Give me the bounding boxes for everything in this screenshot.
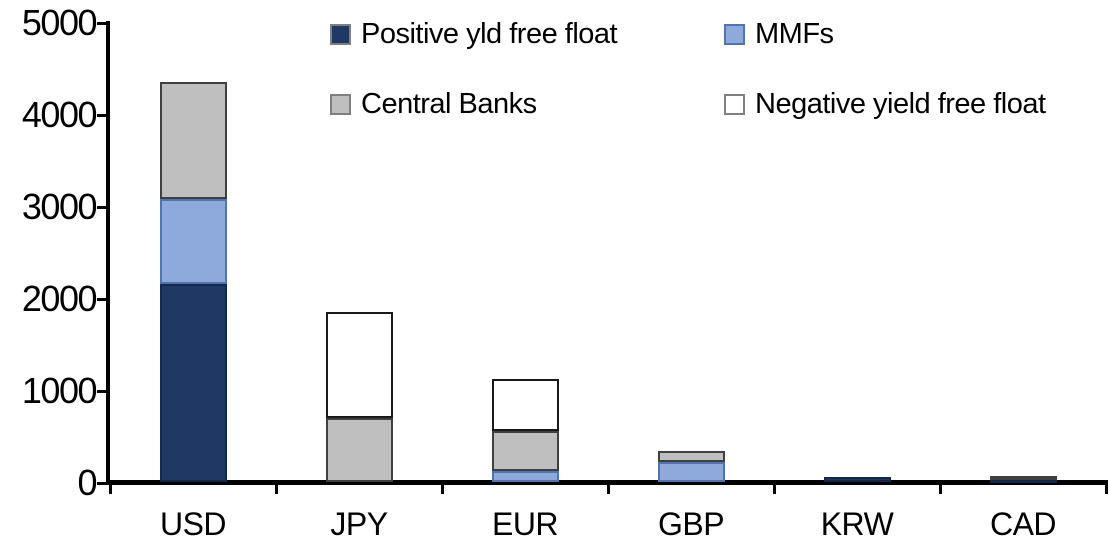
bar-segment — [325, 311, 393, 418]
y-tick-label: 4000 — [21, 94, 98, 135]
x-tick — [440, 480, 444, 494]
y-tick — [97, 205, 110, 209]
bar-segment — [159, 198, 227, 285]
legend-swatch-icon — [724, 23, 745, 45]
x-tick — [274, 480, 278, 494]
x-tick — [1104, 480, 1108, 494]
legend-label: Negative yield free float — [755, 87, 1046, 120]
y-tick-label: 1000 — [21, 370, 98, 411]
bar-segment — [657, 450, 725, 462]
legend-label: Central Banks — [361, 87, 537, 120]
y-tick — [97, 481, 110, 485]
y-tick-label: 5000 — [21, 2, 98, 43]
legend-item: Central Banks — [330, 82, 537, 126]
y-tick — [97, 389, 110, 393]
x-category-label: KRW — [820, 506, 894, 542]
y-tick — [97, 113, 110, 117]
legend-item: Negative yield free float — [724, 82, 1046, 126]
legend-item: MMFs — [724, 12, 834, 56]
x-tick — [938, 480, 942, 494]
y-tick-label: 3000 — [21, 186, 98, 227]
x-tick — [772, 480, 776, 494]
bar-segment — [491, 431, 559, 471]
x-category-label: USD — [159, 506, 227, 542]
legend-item: Positive yld free float — [330, 12, 618, 56]
bar-segment — [989, 478, 1057, 483]
bar-segment — [657, 461, 725, 482]
y-tick-label: 2000 — [21, 278, 98, 319]
y-axis-line — [106, 21, 110, 485]
y-tick-label: 0 — [77, 462, 97, 503]
bar-segment — [491, 378, 559, 432]
y-tick — [97, 21, 110, 25]
y-tick — [97, 297, 110, 301]
bar-segment — [491, 470, 559, 482]
bar-segment — [159, 81, 227, 199]
bar-segment — [325, 417, 393, 482]
x-tick — [108, 480, 112, 494]
x-category-label: CAD — [989, 506, 1057, 542]
x-category-label: JPY — [330, 506, 388, 542]
legend-swatch-icon — [330, 23, 351, 45]
legend-label: MMFs — [755, 17, 834, 50]
legend-label: Positive yld free float — [361, 17, 618, 50]
x-tick — [606, 480, 610, 494]
legend-swatch-icon — [724, 93, 745, 115]
bar-segment — [823, 477, 891, 482]
legend-swatch-icon — [330, 93, 351, 115]
x-category-label: EUR — [491, 506, 559, 542]
x-category-label: GBP — [657, 506, 725, 542]
bar-segment — [159, 284, 227, 482]
bar-segment — [989, 475, 1057, 480]
